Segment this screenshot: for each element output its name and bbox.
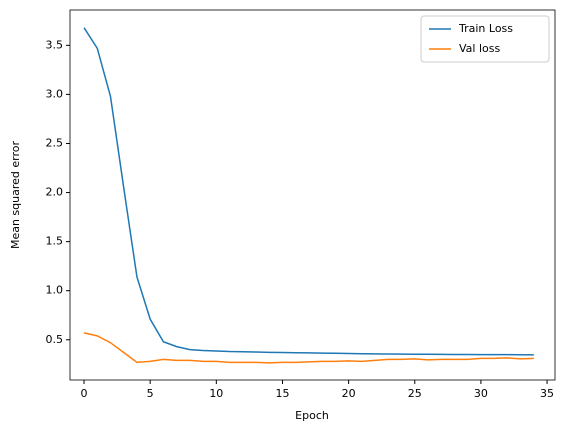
y-tick-label: 1.0 [46,284,64,297]
line [83,27,534,356]
legend-label: Train Loss [458,22,513,35]
y-tick-label: 0.5 [46,333,64,346]
plot-frame [69,9,556,381]
y-axis-label: Mean squared error [9,141,22,250]
y-tick-label: 3.5 [46,38,64,51]
legend-label: Val loss [459,42,500,55]
x-tick-label: 0 [81,387,88,400]
x-tick-label: 15 [275,387,289,400]
x-tick-label: 10 [209,387,223,400]
x-tick-label: 30 [474,387,488,400]
y-tick-label: 3.0 [46,87,64,100]
x-axis-label: Epoch [295,409,329,422]
x-tick-label: 20 [342,387,356,400]
y-tick-label: 1.5 [46,235,64,248]
legend-box [420,15,550,63]
x-tick-label: 35 [540,387,554,400]
x-tick-label: 25 [408,387,422,400]
y-tick-label: 2.0 [46,186,64,199]
y-tick-label: 2.5 [46,136,64,149]
x-tick-label: 5 [147,387,154,400]
line [83,332,534,364]
